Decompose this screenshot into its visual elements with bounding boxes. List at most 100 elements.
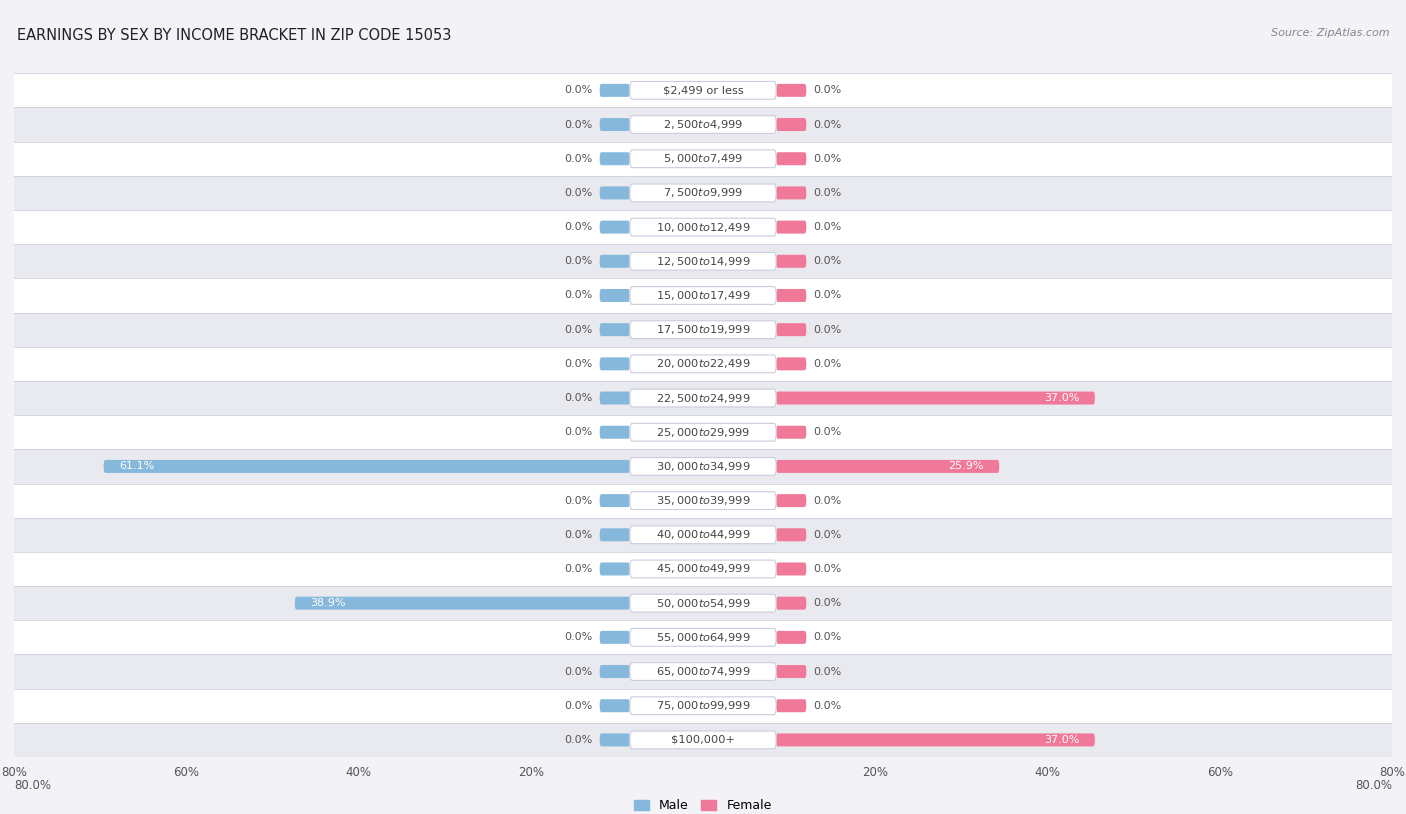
Text: $40,000 to $44,999: $40,000 to $44,999 — [655, 528, 751, 541]
FancyBboxPatch shape — [295, 597, 630, 610]
FancyBboxPatch shape — [104, 460, 630, 473]
Bar — [14, 210, 1392, 244]
FancyBboxPatch shape — [776, 460, 1000, 473]
Text: $50,000 to $54,999: $50,000 to $54,999 — [655, 597, 751, 610]
Text: $22,500 to $24,999: $22,500 to $24,999 — [655, 392, 751, 405]
Text: 0.0%: 0.0% — [813, 291, 841, 300]
FancyBboxPatch shape — [776, 392, 1095, 405]
FancyBboxPatch shape — [599, 426, 630, 439]
Bar — [14, 689, 1392, 723]
FancyBboxPatch shape — [776, 186, 807, 199]
Bar — [14, 415, 1392, 449]
Text: 0.0%: 0.0% — [565, 667, 593, 676]
FancyBboxPatch shape — [776, 597, 807, 610]
Bar — [14, 176, 1392, 210]
FancyBboxPatch shape — [776, 494, 807, 507]
FancyBboxPatch shape — [630, 594, 776, 612]
Text: $7,500 to $9,999: $7,500 to $9,999 — [664, 186, 742, 199]
Text: $15,000 to $17,499: $15,000 to $17,499 — [655, 289, 751, 302]
Text: 0.0%: 0.0% — [565, 222, 593, 232]
Bar — [14, 278, 1392, 313]
FancyBboxPatch shape — [776, 426, 807, 439]
FancyBboxPatch shape — [599, 118, 630, 131]
FancyBboxPatch shape — [630, 150, 776, 168]
Text: 0.0%: 0.0% — [813, 530, 841, 540]
Text: 0.0%: 0.0% — [565, 325, 593, 335]
FancyBboxPatch shape — [630, 526, 776, 544]
Bar — [14, 484, 1392, 518]
FancyBboxPatch shape — [776, 665, 807, 678]
FancyBboxPatch shape — [630, 321, 776, 339]
Text: $17,500 to $19,999: $17,500 to $19,999 — [655, 323, 751, 336]
Bar — [14, 347, 1392, 381]
FancyBboxPatch shape — [630, 628, 776, 646]
Text: 0.0%: 0.0% — [565, 120, 593, 129]
FancyBboxPatch shape — [776, 152, 807, 165]
FancyBboxPatch shape — [776, 323, 807, 336]
FancyBboxPatch shape — [599, 665, 630, 678]
FancyBboxPatch shape — [630, 116, 776, 133]
FancyBboxPatch shape — [776, 699, 807, 712]
Bar — [14, 620, 1392, 654]
Bar — [14, 313, 1392, 347]
FancyBboxPatch shape — [630, 492, 776, 510]
FancyBboxPatch shape — [776, 84, 807, 97]
Text: 0.0%: 0.0% — [813, 359, 841, 369]
FancyBboxPatch shape — [599, 733, 630, 746]
Text: $55,000 to $64,999: $55,000 to $64,999 — [655, 631, 751, 644]
Text: 0.0%: 0.0% — [565, 496, 593, 505]
Text: 0.0%: 0.0% — [565, 701, 593, 711]
Text: 0.0%: 0.0% — [813, 632, 841, 642]
Text: $75,000 to $99,999: $75,000 to $99,999 — [655, 699, 751, 712]
FancyBboxPatch shape — [630, 697, 776, 715]
Bar — [14, 381, 1392, 415]
Text: 0.0%: 0.0% — [565, 85, 593, 95]
Text: 37.0%: 37.0% — [1045, 393, 1080, 403]
FancyBboxPatch shape — [630, 457, 776, 475]
Text: $20,000 to $22,499: $20,000 to $22,499 — [655, 357, 751, 370]
FancyBboxPatch shape — [776, 357, 807, 370]
FancyBboxPatch shape — [630, 252, 776, 270]
Text: $30,000 to $34,999: $30,000 to $34,999 — [655, 460, 751, 473]
Text: 0.0%: 0.0% — [565, 735, 593, 745]
FancyBboxPatch shape — [599, 392, 630, 405]
Text: 0.0%: 0.0% — [813, 667, 841, 676]
Bar — [14, 552, 1392, 586]
Text: 0.0%: 0.0% — [813, 256, 841, 266]
FancyBboxPatch shape — [776, 528, 807, 541]
Text: 0.0%: 0.0% — [565, 632, 593, 642]
FancyBboxPatch shape — [776, 562, 807, 575]
Text: $2,499 or less: $2,499 or less — [662, 85, 744, 95]
FancyBboxPatch shape — [776, 221, 807, 234]
Text: 0.0%: 0.0% — [813, 701, 841, 711]
Text: $35,000 to $39,999: $35,000 to $39,999 — [655, 494, 751, 507]
FancyBboxPatch shape — [599, 84, 630, 97]
Text: 0.0%: 0.0% — [813, 188, 841, 198]
FancyBboxPatch shape — [776, 631, 807, 644]
FancyBboxPatch shape — [599, 699, 630, 712]
Text: $10,000 to $12,499: $10,000 to $12,499 — [655, 221, 751, 234]
Text: 0.0%: 0.0% — [813, 564, 841, 574]
Text: 37.0%: 37.0% — [1045, 735, 1080, 745]
FancyBboxPatch shape — [599, 528, 630, 541]
Bar — [14, 244, 1392, 278]
Text: 0.0%: 0.0% — [565, 154, 593, 164]
Bar — [14, 586, 1392, 620]
FancyBboxPatch shape — [630, 355, 776, 373]
FancyBboxPatch shape — [630, 663, 776, 681]
Text: $100,000+: $100,000+ — [671, 735, 735, 745]
FancyBboxPatch shape — [599, 323, 630, 336]
Text: 0.0%: 0.0% — [565, 530, 593, 540]
FancyBboxPatch shape — [599, 494, 630, 507]
FancyBboxPatch shape — [776, 255, 807, 268]
Bar — [14, 654, 1392, 689]
FancyBboxPatch shape — [630, 731, 776, 749]
Text: Source: ZipAtlas.com: Source: ZipAtlas.com — [1271, 28, 1389, 38]
Text: $45,000 to $49,999: $45,000 to $49,999 — [655, 562, 751, 575]
Text: 80.0%: 80.0% — [14, 779, 51, 792]
Text: 61.1%: 61.1% — [120, 462, 155, 471]
Legend: Male, Female: Male, Female — [634, 799, 772, 812]
Text: EARNINGS BY SEX BY INCOME BRACKET IN ZIP CODE 15053: EARNINGS BY SEX BY INCOME BRACKET IN ZIP… — [17, 28, 451, 43]
FancyBboxPatch shape — [776, 118, 807, 131]
FancyBboxPatch shape — [630, 81, 776, 99]
